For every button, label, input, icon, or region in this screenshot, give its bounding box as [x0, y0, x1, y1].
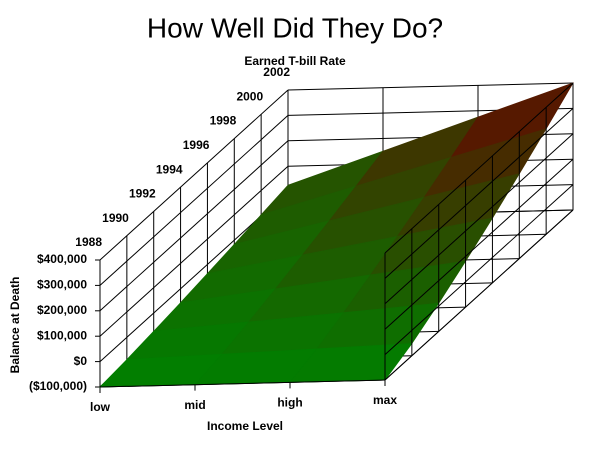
grid-line: [384, 184, 574, 355]
grid-line: [99, 165, 289, 337]
y-tick-label: 1996: [183, 138, 210, 152]
grid-line: [384, 133, 574, 305]
x-tick-label: low: [90, 400, 111, 414]
grid-line: [384, 158, 574, 330]
y-tick-label: 2000: [236, 89, 263, 103]
chart-title: How Well Did They Do?: [147, 12, 443, 43]
z-tick-label: $300,000: [37, 278, 87, 292]
z-tick-label: $100,000: [37, 328, 87, 342]
y-tick-label: 1992: [129, 187, 156, 201]
z-tick-label: ($100,000): [29, 379, 87, 393]
depth-axis-label: Earned T-bill Rate: [244, 54, 346, 68]
grid-line: [384, 209, 574, 381]
z-tick-label: $400,000: [37, 252, 87, 266]
grid-line: [287, 82, 574, 91]
z-axis-label: Balance at Death: [8, 277, 22, 374]
z-tick-label: $200,000: [37, 303, 87, 317]
z-tick-label: $0: [74, 354, 88, 368]
x-axis-label: Income Level: [207, 419, 283, 433]
y-tick-label: 1994: [156, 162, 183, 176]
axis-line: [99, 379, 386, 388]
x-tick-label: high: [277, 396, 302, 410]
grid-line: [99, 140, 289, 312]
grid-line: [99, 115, 289, 286]
x-tick-label: mid: [184, 398, 205, 412]
y-tick-label: 1998: [210, 114, 237, 128]
y-tick-label: 2002: [263, 65, 290, 79]
x-tick-label: max: [373, 393, 397, 407]
grid-line: [384, 108, 574, 279]
grid-line: [384, 82, 574, 254]
y-tick-label: 1990: [102, 211, 129, 225]
grid-line: [99, 89, 289, 261]
y-tick-label: 1988: [75, 235, 102, 249]
